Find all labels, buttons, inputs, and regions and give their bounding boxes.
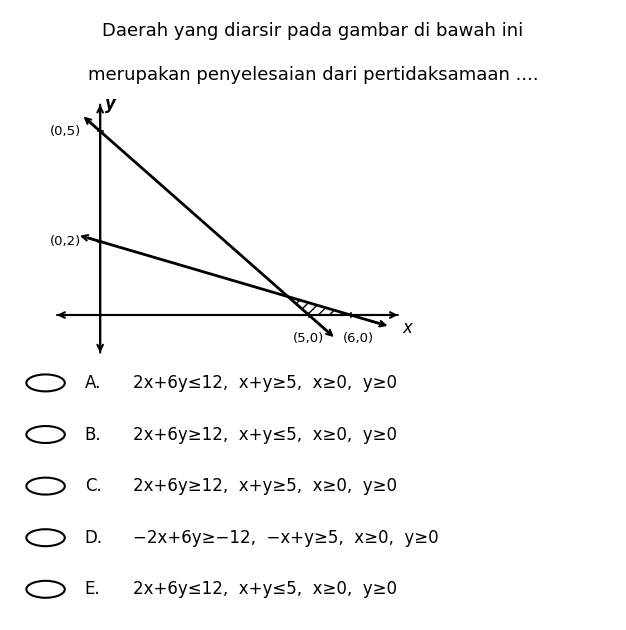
Text: (6,0): (6,0) [343, 331, 374, 345]
Text: merupakan penyelesaian dari pertidaksamaan ....: merupakan penyelesaian dari pertidaksama… [88, 66, 538, 84]
Text: (0,5): (0,5) [50, 125, 81, 138]
Text: B.: B. [85, 425, 101, 444]
Text: (5,0): (5,0) [293, 331, 324, 345]
Text: E.: E. [85, 580, 100, 598]
Text: Daerah yang diarsir pada gambar di bawah ini: Daerah yang diarsir pada gambar di bawah… [103, 22, 523, 40]
Text: A.: A. [85, 374, 101, 392]
Text: −2x+6y≥−12,  −x+y≥5,  x≥0,  y≥0: −2x+6y≥−12, −x+y≥5, x≥0, y≥0 [133, 529, 438, 547]
Text: y: y [105, 94, 116, 113]
Text: x: x [402, 319, 412, 337]
Text: D.: D. [85, 529, 103, 547]
Text: 2x+6y≤12,  x+y≥5,  x≥0,  y≥0: 2x+6y≤12, x+y≥5, x≥0, y≥0 [133, 374, 397, 392]
Text: 2x+6y≥12,  x+y≤5,  x≥0,  y≥0: 2x+6y≥12, x+y≤5, x≥0, y≥0 [133, 425, 397, 444]
Text: 2x+6y≤12,  x+y≤5,  x≥0,  y≥0: 2x+6y≤12, x+y≤5, x≥0, y≥0 [133, 580, 397, 598]
Text: (0,2): (0,2) [50, 235, 81, 248]
Text: 2x+6y≥12,  x+y≥5,  x≥0,  y≥0: 2x+6y≥12, x+y≥5, x≥0, y≥0 [133, 477, 397, 495]
Text: C.: C. [85, 477, 101, 495]
